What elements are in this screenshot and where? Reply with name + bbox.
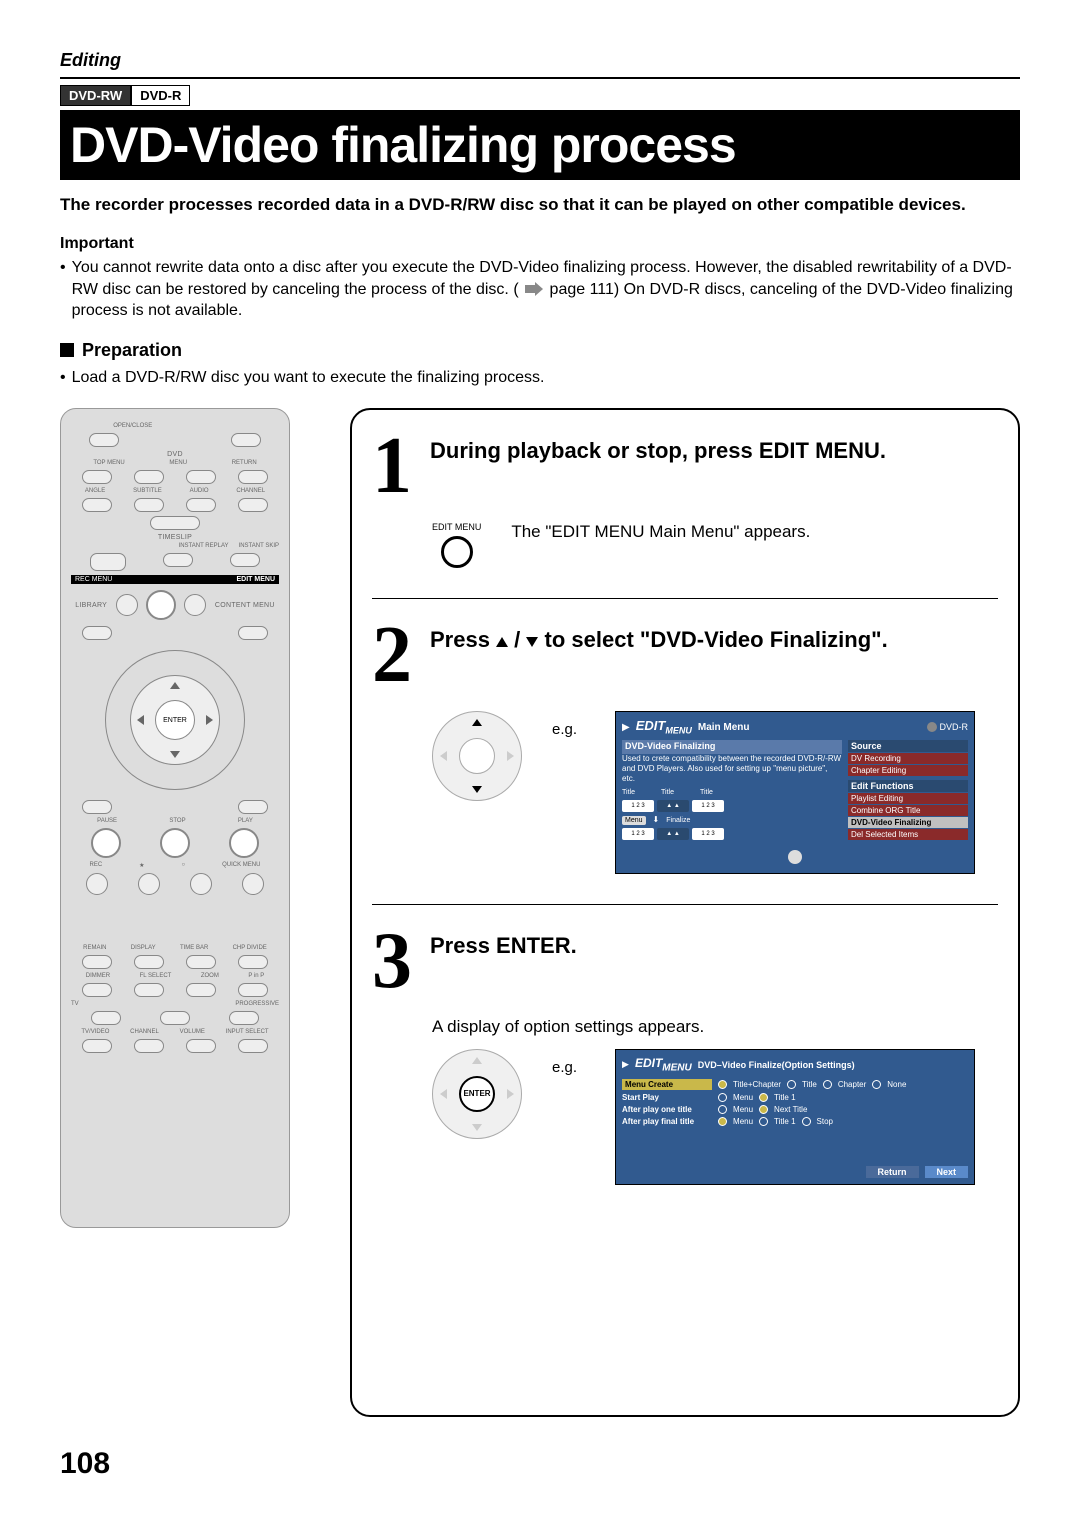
step-1-number: 1 bbox=[372, 430, 412, 502]
edit-menu-screen: ▶ EDITMENU Main Menu DVD-R DVD-Video Fin… bbox=[615, 711, 975, 874]
option-row: After play final title Menu Title 1 Stop bbox=[622, 1117, 968, 1126]
menu-item: DV Recording bbox=[848, 753, 968, 764]
example-label: e.g. bbox=[552, 1049, 577, 1076]
option-row: After play one title Menu Next Title bbox=[622, 1105, 968, 1114]
page-title: DVD-Video finalizing process bbox=[70, 116, 1010, 174]
page-number: 108 bbox=[60, 1447, 1020, 1481]
section-label: Editing bbox=[60, 50, 1020, 71]
divider bbox=[60, 77, 1020, 79]
down-arrow-icon bbox=[526, 637, 538, 647]
step-3: 3 Press ENTER. A display of option setti… bbox=[372, 925, 998, 1185]
menu-item: Combine ORG Title bbox=[848, 805, 968, 816]
step-3-text: A display of option settings appears. bbox=[432, 1017, 998, 1037]
step-2-title: Press / to select "DVD-Video Finalizing"… bbox=[430, 619, 888, 653]
edit-menu-button-highlight bbox=[146, 590, 176, 620]
important-bullet: • You cannot rewrite data onto a disc af… bbox=[60, 257, 1020, 322]
menu-item: Playlist Editing bbox=[848, 793, 968, 804]
return-button: Return bbox=[866, 1166, 919, 1178]
page-title-bar: DVD-Video finalizing process bbox=[60, 110, 1020, 180]
next-button: Next bbox=[925, 1166, 969, 1178]
dpad-enter-icon: ENTER bbox=[432, 1049, 522, 1139]
intro-text: The recorder processes recorded data in … bbox=[60, 194, 1020, 217]
remote-control-diagram: OPEN/CLOSE DVD TOP MENUMENURETURN ANGLES… bbox=[60, 408, 290, 1228]
menu-item: Chapter Editing bbox=[848, 765, 968, 776]
up-arrow-icon bbox=[496, 637, 508, 647]
edit-menu-logo-icon: ▶ bbox=[622, 1059, 629, 1070]
important-heading: Important bbox=[60, 235, 1020, 253]
circle-button-icon bbox=[788, 850, 802, 864]
square-bullet-icon bbox=[60, 343, 74, 357]
step-3-number: 3 bbox=[372, 925, 412, 997]
step-1-title: During playback or stop, press EDIT MENU… bbox=[430, 430, 886, 464]
option-row: Menu Create Title+Chapter Title Chapter … bbox=[622, 1079, 968, 1090]
option-settings-screen: ▶ EDITMENU DVD–Video Finalize(Option Set… bbox=[615, 1049, 975, 1185]
finalizing-desc: Used to crete compatibility between the … bbox=[622, 754, 842, 785]
preparation-bullet: • Load a DVD-R/RW disc you want to execu… bbox=[60, 367, 1020, 389]
step-2: 2 Press / to select "DVD-Video Finalizin… bbox=[372, 619, 998, 874]
step-3-title: Press ENTER. bbox=[430, 925, 577, 959]
disc-type-tags: DVD-RW DVD-R bbox=[60, 85, 1020, 106]
finalizing-highlight: DVD-Video Finalizing bbox=[622, 740, 842, 754]
edit-menu-logo-icon: ▶ bbox=[622, 722, 630, 733]
dvd-rw-tag: DVD-RW bbox=[60, 85, 131, 106]
edit-menu-button-icon: EDIT MENU bbox=[432, 522, 481, 568]
dpad-up-down-icon bbox=[432, 711, 522, 801]
step-2-number: 2 bbox=[372, 619, 412, 691]
example-label: e.g. bbox=[552, 711, 577, 738]
disc-icon bbox=[927, 722, 937, 732]
menu-item-selected: DVD-Video Finalizing bbox=[848, 817, 968, 828]
step-1: 1 During playback or stop, press EDIT ME… bbox=[372, 430, 998, 568]
steps-panel: 1 During playback or stop, press EDIT ME… bbox=[350, 408, 1020, 1417]
remote-dpad: ENTER bbox=[105, 650, 245, 790]
dvd-r-tag: DVD-R bbox=[131, 85, 190, 106]
option-row: Start Play Menu Title 1 bbox=[622, 1093, 968, 1102]
page-ref-arrow-icon bbox=[525, 282, 543, 296]
preparation-text: Load a DVD-R/RW disc you want to execute… bbox=[72, 367, 545, 389]
preparation-heading: Preparation bbox=[60, 340, 1020, 361]
menu-item: Del Selected Items bbox=[848, 829, 968, 840]
step-1-text: The "EDIT MENU Main Menu" appears. bbox=[511, 522, 810, 542]
